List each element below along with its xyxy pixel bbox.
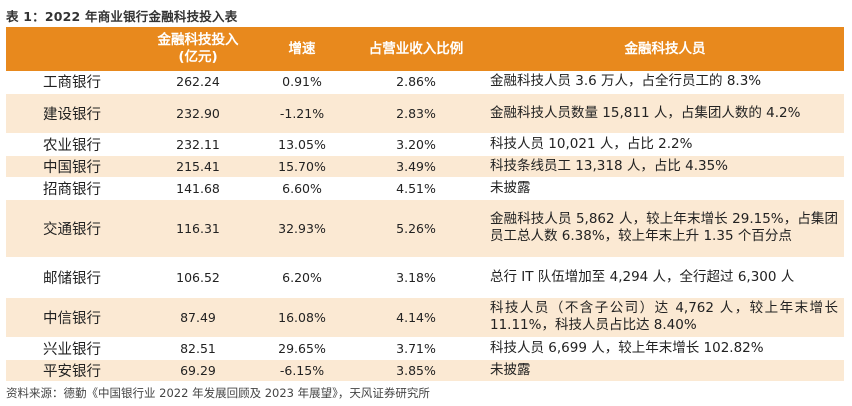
table-header-row: 金融科技投入 (亿元) 增速 占营业收入比例 金融科技人员 bbox=[6, 27, 844, 71]
revenue-ratio-value: 3.49% bbox=[346, 155, 486, 178]
investment-value: 87.49 bbox=[138, 297, 258, 338]
revenue-ratio-value: 3.71% bbox=[346, 337, 486, 360]
table-title: 表 1：2022 年商业银行金融科技投入表 bbox=[6, 9, 238, 24]
bank-name: 农业银行 bbox=[6, 133, 138, 156]
fintech-investment-table: 金融科技投入 (亿元) 增速 占营业收入比例 金融科技人员 工商银行 262.2… bbox=[6, 27, 844, 382]
growth-value: 32.93% bbox=[258, 199, 346, 258]
bank-name: 兴业银行 bbox=[6, 337, 138, 360]
table-row: 招商银行 141.68 6.60% 4.51% 未披露 bbox=[6, 177, 844, 200]
bank-name: 中信银行 bbox=[6, 297, 138, 338]
table-row: 交通银行 116.31 32.93% 5.26% 金融科技人员 5,862 人，… bbox=[6, 199, 844, 258]
investment-value: 262.24 bbox=[138, 71, 258, 94]
bank-name: 招商银行 bbox=[6, 177, 138, 200]
revenue-ratio-value: 4.51% bbox=[346, 177, 486, 200]
revenue-ratio-value: 3.18% bbox=[346, 257, 486, 298]
staff-description: 未披露 bbox=[486, 359, 844, 382]
staff-description: 金融科技人员 3.6 万人，占全行员工的 8.3% bbox=[486, 71, 844, 94]
bank-name: 中国银行 bbox=[6, 155, 138, 178]
staff-description: 科技人员 6,699 人，较上年末增长 102.82% bbox=[486, 337, 844, 360]
revenue-ratio-value: 2.86% bbox=[346, 71, 486, 94]
growth-value: 13.05% bbox=[258, 133, 346, 156]
bank-name: 邮储银行 bbox=[6, 257, 138, 298]
table-row: 平安银行 69.29 -6.15% 3.85% 未披露 bbox=[6, 359, 844, 382]
table-row: 工商银行 262.24 0.91% 2.86% 金融科技人员 3.6 万人，占全… bbox=[6, 71, 844, 94]
table-row: 兴业银行 82.51 29.65% 3.71% 科技人员 6,699 人，较上年… bbox=[6, 337, 844, 360]
investment-value: 141.68 bbox=[138, 177, 258, 200]
revenue-ratio-value: 4.14% bbox=[346, 297, 486, 338]
table-row: 中国银行 215.41 15.70% 3.49% 科技条线员工 13,318 人… bbox=[6, 155, 844, 178]
table-row: 建设银行 232.90 -1.21% 2.83% 金融科技人员数量 15,811… bbox=[6, 93, 844, 134]
investment-value: 69.29 bbox=[138, 359, 258, 382]
staff-description: 科技人员 10,021 人，占比 2.2% bbox=[486, 133, 844, 156]
growth-value: -6.15% bbox=[258, 359, 346, 382]
staff-description: 金融科技人员数量 15,811 人，占集团人数的 4.2% bbox=[486, 93, 844, 134]
staff-description: 科技人员（不含子公司）达 4,762 人，较上年末增长 11.11%，科技人员占… bbox=[486, 297, 844, 338]
investment-value: 232.11 bbox=[138, 133, 258, 156]
growth-value: 16.08% bbox=[258, 297, 346, 338]
header-bank bbox=[6, 27, 138, 71]
investment-value: 116.31 bbox=[138, 199, 258, 258]
source-note: 资料来源：德勤《中国银行业 2022 年发展回顾及 2023 年展望》，天风证券… bbox=[6, 386, 430, 400]
revenue-ratio-value: 3.20% bbox=[346, 133, 486, 156]
revenue-ratio-value: 3.85% bbox=[346, 359, 486, 382]
header-fintech-staff: 金融科技人员 bbox=[486, 27, 844, 71]
investment-value: 215.41 bbox=[138, 155, 258, 178]
growth-value: 0.91% bbox=[258, 71, 346, 94]
investment-value: 232.90 bbox=[138, 93, 258, 134]
table-row: 邮储银行 106.52 6.20% 3.18% 总行 IT 队伍增加至 4,29… bbox=[6, 257, 844, 298]
growth-value: 29.65% bbox=[258, 337, 346, 360]
staff-description: 科技条线员工 13,318 人，占比 4.35% bbox=[486, 155, 844, 178]
header-revenue-ratio: 占营业收入比例 bbox=[346, 27, 486, 71]
bank-name: 工商银行 bbox=[6, 71, 138, 94]
staff-description: 未披露 bbox=[486, 177, 844, 200]
staff-description: 总行 IT 队伍增加至 4,294 人，全行超过 6,300 人 bbox=[486, 257, 844, 298]
revenue-ratio-value: 2.83% bbox=[346, 93, 486, 134]
investment-value: 106.52 bbox=[138, 257, 258, 298]
revenue-ratio-value: 5.26% bbox=[346, 199, 486, 258]
investment-value: 82.51 bbox=[138, 337, 258, 360]
growth-value: 6.20% bbox=[258, 257, 346, 298]
staff-description: 金融科技人员 5,862 人，较上年末增长 29.15%，占集团员工总人数 6.… bbox=[486, 199, 844, 258]
bank-name: 平安银行 bbox=[6, 359, 138, 382]
header-investment: 金融科技投入 (亿元) bbox=[138, 27, 258, 71]
bank-name: 建设银行 bbox=[6, 93, 138, 134]
growth-value: 6.60% bbox=[258, 177, 346, 200]
table-row: 中信银行 87.49 16.08% 4.14% 科技人员（不含子公司）达 4,7… bbox=[6, 297, 844, 338]
header-investment-label: 金融科技投入 (亿元) bbox=[157, 32, 239, 65]
growth-value: 15.70% bbox=[258, 155, 346, 178]
bank-name: 交通银行 bbox=[6, 199, 138, 258]
header-growth: 增速 bbox=[258, 27, 346, 71]
table-row: 农业银行 232.11 13.05% 3.20% 科技人员 10,021 人，占… bbox=[6, 133, 844, 156]
growth-value: -1.21% bbox=[258, 93, 346, 134]
